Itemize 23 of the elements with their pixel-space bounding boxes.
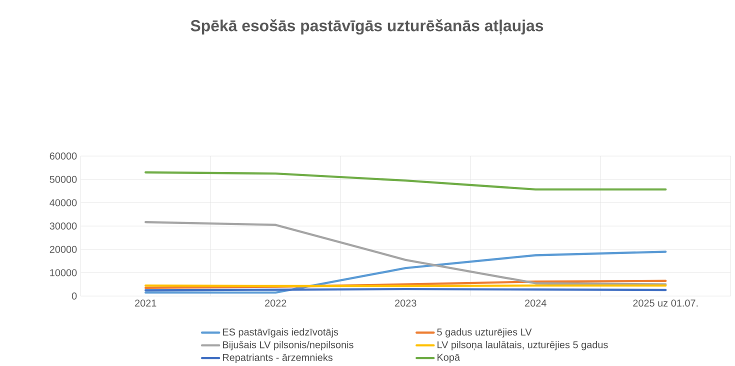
- y-tick-label: 0: [72, 292, 77, 300]
- chart-title: Spēkā esošās pastāvīgās uzturēšanās atļaujas: [190, 19, 544, 35]
- y-tick-label: 40000: [50, 199, 77, 206]
- y-tick-label: 10000: [50, 269, 77, 276]
- x-tick-label: 2024: [525, 299, 546, 306]
- legend-label: Repatriants - ārzemnieks: [222, 353, 333, 363]
- legend-label: Kopā: [438, 354, 460, 363]
- y-tick-label: 50000: [50, 176, 77, 183]
- y-tick-label: 30000: [50, 222, 77, 230]
- legend-label: Bijušais LV pilsonis/nepilsonis: [222, 340, 354, 350]
- y-tick-label: 20000: [50, 246, 77, 253]
- legend-label: 5 gadus uzturējies LV: [437, 328, 532, 338]
- x-tick-label: 2023: [395, 299, 416, 306]
- y-tick-label: 60000: [50, 152, 77, 160]
- line-series: [144, 220, 667, 286]
- legend-label: ES pastāvīgais iedzīvotājs: [222, 328, 338, 338]
- x-tick-label: 2025 uz 01.07.: [633, 299, 698, 306]
- line-series: [144, 250, 667, 294]
- x-tick-label: 2022: [265, 299, 286, 306]
- line-series: [144, 171, 667, 190]
- line-series: [144, 280, 667, 289]
- legend-label: LV pilsoņa laulātais, uzturējies 5 gadus: [438, 340, 608, 350]
- x-tick-label: 2021: [135, 299, 156, 306]
